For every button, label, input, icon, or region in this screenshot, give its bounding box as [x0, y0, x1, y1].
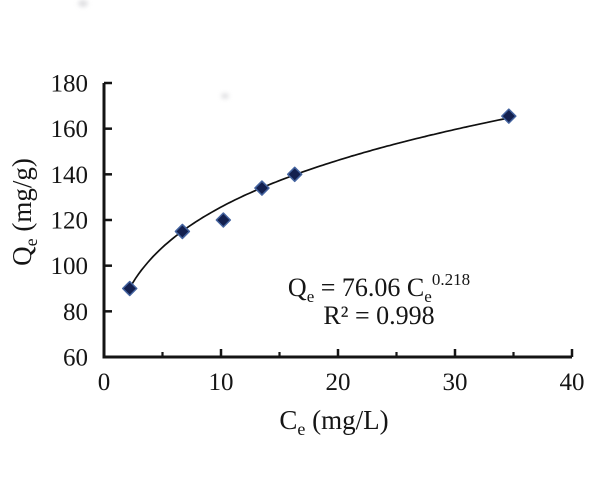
- data-point-diamond: [254, 180, 270, 196]
- fit-curve: [128, 117, 508, 289]
- power-fit-line: [128, 117, 508, 289]
- x-tick-label: 0: [98, 369, 111, 396]
- axis-titles: Ce (mg/L) Qe (mg/g): [7, 158, 389, 439]
- y-tick-label: 60: [63, 345, 88, 372]
- data-point-diamond: [215, 212, 232, 228]
- y-tick-label: 160: [51, 116, 89, 143]
- x-tick-label: 10: [209, 369, 234, 396]
- fit-equation-text: Qe = 76.06 Ce0.218: [288, 270, 470, 306]
- y-axis-title: Qe (mg/g): [7, 158, 41, 266]
- smudge-artifact: [221, 93, 229, 99]
- r-squared-text: R² = 0.998: [323, 301, 434, 330]
- tick-marks: [102, 81, 574, 359]
- y-tick-label: 140: [51, 162, 89, 189]
- data-point-diamond: [121, 280, 138, 297]
- x-tick-label: 20: [326, 369, 351, 396]
- data-points: [121, 108, 517, 297]
- y-tick-label: 120: [51, 208, 89, 235]
- smudge-artifact: [78, 0, 88, 7]
- data-point-diamond: [501, 108, 517, 124]
- x-tick-label: 40: [560, 369, 585, 396]
- x-tick-label: 30: [443, 369, 468, 396]
- y-tick-label: 80: [63, 299, 88, 326]
- x-axis-title: Ce (mg/L): [279, 405, 388, 439]
- tick-labels: 60 80 100 120 140 160 180 0 10 20 30 40: [51, 71, 585, 397]
- y-tick-label: 100: [51, 253, 89, 280]
- y-tick-label: 180: [51, 71, 89, 98]
- data-point-diamond: [286, 166, 303, 183]
- data-point-diamond: [174, 223, 191, 240]
